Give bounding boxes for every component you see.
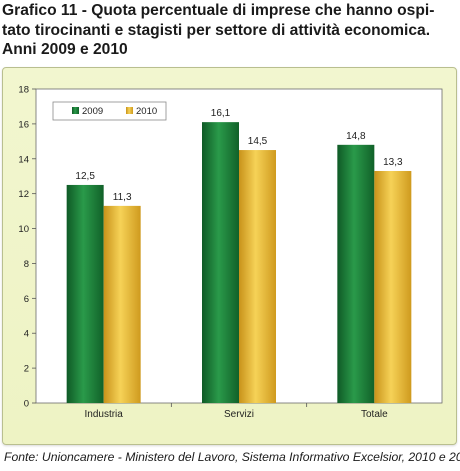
x-tick-label: Servizi: [224, 409, 254, 420]
y-tick-label: 18: [18, 85, 29, 96]
bar-totale-2009: [337, 144, 375, 404]
legend-label-2010: 2010: [136, 106, 157, 117]
legend: 2009 2010: [52, 101, 167, 121]
bar-servizi-2010: [239, 150, 276, 403]
data-label: 14,8: [346, 131, 366, 142]
legend-label-2009: 2009: [82, 106, 103, 117]
bar-industria-2010: [103, 205, 141, 403]
legend-box: [52, 101, 167, 121]
y-tick-label: 4: [24, 329, 29, 340]
bar-totale-2010: [374, 170, 412, 403]
data-label: 12,5: [75, 171, 95, 182]
x-tick-label: Totale: [361, 409, 388, 420]
y-tick-label: 6: [24, 294, 29, 305]
bars: 12,5 11,3 16,1 14,5 14,8 13,3: [66, 108, 412, 404]
x-tick-label: Industria: [84, 409, 123, 420]
source-note: Fonte: Unioncamere - Ministero del Lavor…: [4, 450, 460, 464]
x-axis: Industria Servizi Totale: [84, 403, 388, 420]
data-label: 14,5: [248, 136, 268, 147]
data-label: 16,1: [211, 108, 231, 119]
bar-servizi-2009: [202, 122, 239, 404]
y-tick-label: 8: [24, 259, 29, 270]
data-label: 13,3: [383, 157, 403, 168]
y-axis: 0 2 4 6 8 10 12 14 16 18: [18, 85, 36, 410]
y-tick-label: 0: [24, 399, 29, 410]
title-line-2: tato tirocinanti e stagisti per settore …: [2, 21, 431, 39]
legend-swatch-2009: [72, 107, 79, 114]
y-tick-label: 14: [18, 154, 29, 165]
title-line-3: Anni 2009 e 2010: [2, 41, 128, 58]
y-tick-label: 12: [18, 189, 29, 200]
bar-industria-2009: [66, 184, 104, 403]
title-line-1: Grafico 11 - Quota percentuale di impres…: [2, 2, 435, 19]
y-tick-label: 16: [18, 119, 29, 130]
y-tick-label: 10: [18, 224, 29, 235]
legend-swatch-2010: [126, 107, 133, 114]
data-label: 11,3: [113, 192, 132, 203]
chart-title: Grafico 11 - Quota percentuale di impres…: [2, 1, 458, 60]
y-tick-label: 2: [24, 364, 29, 375]
